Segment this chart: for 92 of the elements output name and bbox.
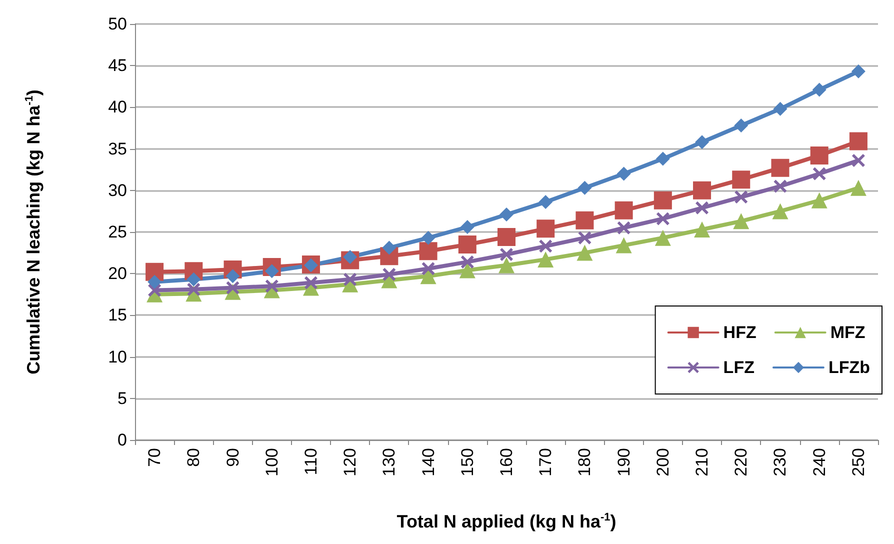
point xyxy=(656,152,670,166)
point xyxy=(734,190,748,204)
point xyxy=(734,118,748,133)
point xyxy=(344,272,357,286)
point xyxy=(852,154,865,167)
point xyxy=(382,240,396,255)
point xyxy=(616,166,631,181)
point xyxy=(500,208,514,222)
x-tick-label: 150 xyxy=(458,448,477,476)
point xyxy=(774,180,787,193)
x-tick-label: 180 xyxy=(575,448,594,476)
x-tick-label: 200 xyxy=(653,448,672,476)
point xyxy=(500,248,513,261)
point xyxy=(576,244,593,261)
point xyxy=(772,203,788,220)
point xyxy=(186,272,201,286)
point xyxy=(421,230,436,245)
point xyxy=(654,230,671,246)
point xyxy=(304,276,318,290)
y-tick-label: 10 xyxy=(108,347,127,366)
point xyxy=(656,212,670,226)
legend-label: LFZb xyxy=(828,358,870,377)
legend-label: LFZ xyxy=(723,358,754,377)
x-tick-label: 90 xyxy=(223,448,242,467)
point xyxy=(617,221,630,234)
y-tick-label: 45 xyxy=(108,56,127,76)
point xyxy=(458,235,476,254)
x-tick-label: 120 xyxy=(340,448,360,476)
point xyxy=(850,180,866,196)
point xyxy=(849,132,868,150)
point xyxy=(148,274,162,289)
x-tick-label: 100 xyxy=(262,448,282,476)
x-tick-label: 110 xyxy=(301,448,320,476)
point xyxy=(539,240,552,253)
point xyxy=(460,220,474,234)
x-tick-label: 130 xyxy=(380,448,399,476)
point xyxy=(578,180,592,195)
x-tick-label: 170 xyxy=(536,448,556,476)
y-tick-label: 20 xyxy=(108,264,127,284)
y-tick-label: 50 xyxy=(108,14,127,34)
point xyxy=(498,257,514,274)
point xyxy=(538,195,553,210)
point xyxy=(771,158,790,177)
x-tick-label: 240 xyxy=(810,448,829,476)
point xyxy=(694,222,710,238)
point xyxy=(422,262,435,276)
point xyxy=(148,284,162,297)
point xyxy=(538,251,554,268)
x-tick-label: 230 xyxy=(770,448,790,476)
point xyxy=(187,282,200,296)
point xyxy=(498,228,516,246)
point xyxy=(419,242,438,260)
point xyxy=(851,64,866,78)
point xyxy=(732,170,750,189)
point xyxy=(693,181,712,200)
point xyxy=(382,268,396,281)
point xyxy=(773,102,788,116)
y-tick-label: 15 xyxy=(108,306,127,325)
legend-label: HFZ xyxy=(723,323,756,342)
point xyxy=(654,191,672,210)
y-tick-label: 40 xyxy=(108,98,127,117)
point xyxy=(226,281,240,294)
point xyxy=(459,262,476,278)
point xyxy=(811,192,828,208)
x-tick-label: 210 xyxy=(692,448,712,476)
legend-label: MFZ xyxy=(830,323,866,342)
x-tick-label: 70 xyxy=(145,448,164,467)
y-tick-label: 25 xyxy=(108,222,127,242)
y-tick-label: 5 xyxy=(118,388,127,408)
point xyxy=(536,220,555,238)
point xyxy=(733,213,750,230)
y-axis-title: Cumulative N leaching (kg N ha-1) xyxy=(24,90,44,374)
point xyxy=(578,231,592,244)
point xyxy=(810,146,828,164)
point xyxy=(812,167,826,180)
point xyxy=(614,201,633,220)
point xyxy=(695,135,710,150)
point xyxy=(576,211,594,230)
x-tick-label: 190 xyxy=(614,448,634,476)
point xyxy=(460,255,474,268)
x-tick-label: 250 xyxy=(848,448,868,476)
x-tick-label: 80 xyxy=(184,448,204,467)
y-tick-label: 35 xyxy=(108,139,127,158)
y-tick-label: 30 xyxy=(108,180,127,200)
x-tick-label: 220 xyxy=(732,448,751,476)
point xyxy=(616,237,632,254)
point xyxy=(812,82,826,97)
x-tick-label: 140 xyxy=(418,448,438,476)
point xyxy=(265,280,278,293)
point xyxy=(696,201,709,214)
y-tick-label: 0 xyxy=(118,430,127,450)
x-tick-label: 160 xyxy=(497,448,516,476)
